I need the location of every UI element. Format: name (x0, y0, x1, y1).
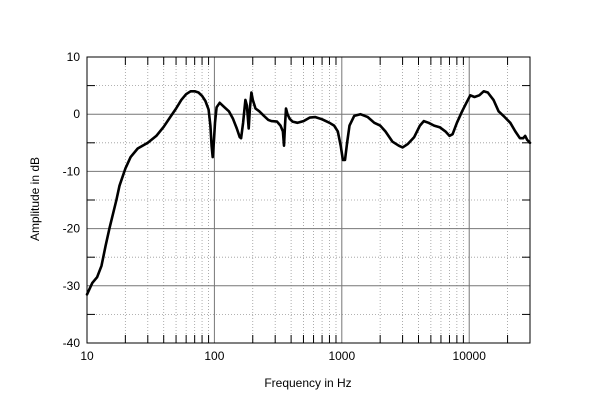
y-axis-label: Amplitude in dB (28, 157, 42, 241)
x-axis-label: Frequency in Hz (264, 376, 351, 390)
y-tick-labels: 10 0 -10 -20 -30 -40 (63, 50, 81, 350)
y-tick-label: -20 (63, 222, 81, 236)
minor-grid (87, 57, 531, 343)
x-tick-label: 10000 (453, 349, 487, 363)
y-tick-label: -30 (63, 279, 81, 293)
y-tick-label: 0 (73, 107, 80, 121)
x-tick-label: 1000 (328, 349, 355, 363)
y-tick-label: -40 (63, 336, 81, 350)
y-tick-label: -10 (63, 164, 81, 178)
major-grid (87, 57, 530, 343)
x-tick-label: 10 (80, 349, 94, 363)
axis-ticks (87, 57, 531, 343)
x-tick-label: 100 (204, 349, 224, 363)
y-tick-label: 10 (67, 50, 81, 64)
series-layer (85, 90, 532, 296)
amplitude-response-line (85, 90, 532, 296)
x-tick-labels: 10 100 1000 10000 (80, 349, 486, 363)
